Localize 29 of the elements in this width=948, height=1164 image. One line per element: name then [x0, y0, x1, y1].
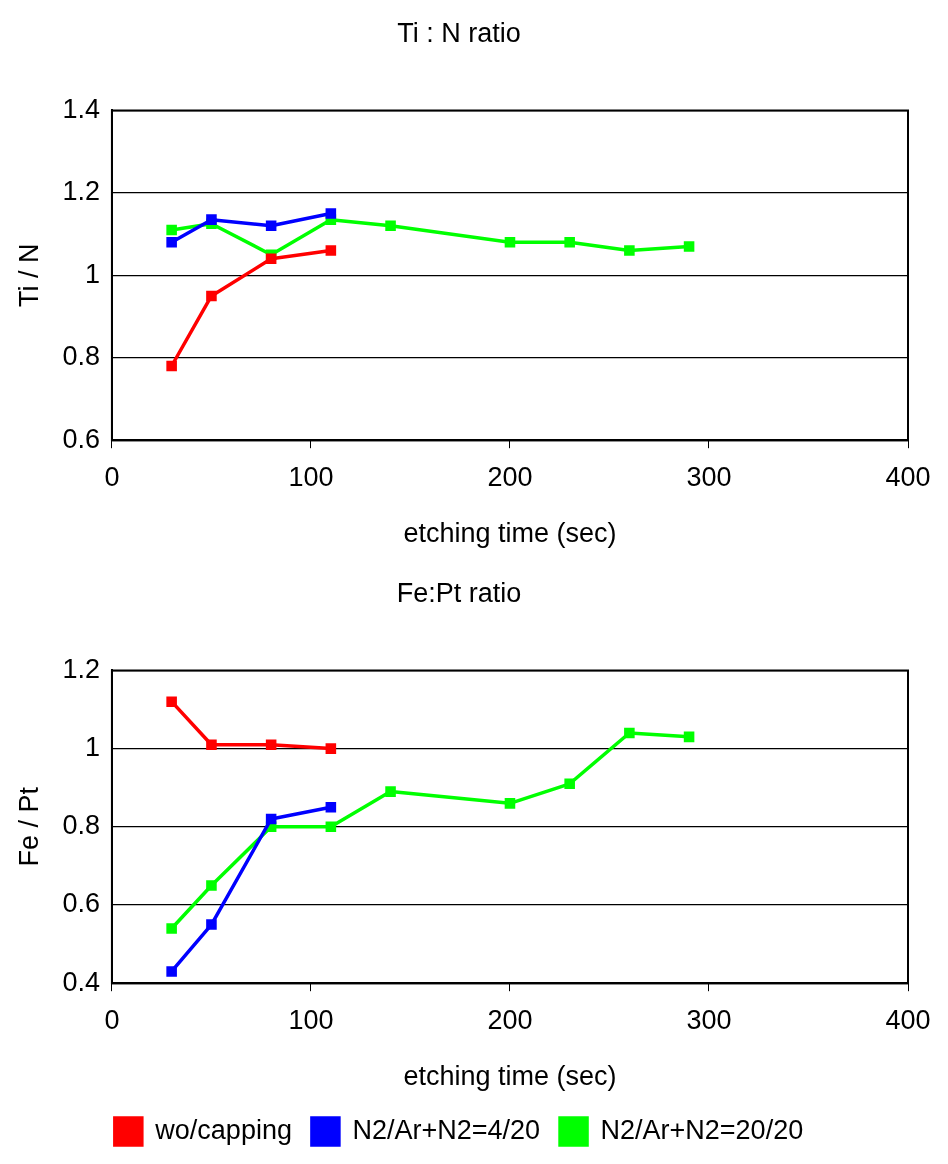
x-tick-label: 200	[487, 461, 533, 492]
y-tick-label: 0.8	[62, 810, 100, 841]
x-tick-label: 100	[288, 461, 334, 492]
x-tick-label: 0	[104, 1004, 120, 1035]
x-axis-title: etching time (sec)	[403, 518, 617, 549]
x-tick-label: 400	[885, 461, 931, 492]
x-axis-title: etching time (sec)	[403, 1061, 617, 1092]
y-tick-label: 0.4	[62, 966, 100, 997]
y-axis-title: Fe / Pt	[13, 786, 44, 867]
x-tick-label: 300	[686, 461, 732, 492]
legend-label: N2/Ar+N2=4/20	[352, 1114, 541, 1145]
y-tick-label: 0.6	[62, 423, 100, 454]
chart-title: Ti : N ratio	[397, 17, 521, 48]
y-tick-label: 1	[84, 732, 100, 763]
legend-label: wo/capping	[154, 1114, 292, 1145]
legend-label: N2/Ar+N2=20/20	[600, 1114, 804, 1145]
x-tick-label: 200	[487, 1004, 533, 1035]
y-axis-title: Ti / N	[13, 243, 44, 308]
y-tick-label: 1	[84, 258, 100, 289]
y-tick-label: 1.4	[62, 93, 100, 124]
x-tick-label: 100	[288, 1004, 334, 1035]
x-tick-label: 400	[885, 1004, 931, 1035]
y-tick-label: 1.2	[62, 176, 100, 207]
x-tick-label: 300	[686, 1004, 732, 1035]
y-tick-label: 0.8	[62, 341, 100, 372]
y-tick-label: 0.6	[62, 888, 100, 919]
y-tick-label: 1.2	[62, 653, 100, 684]
x-tick-label: 0	[104, 461, 120, 492]
chart-title: Fe:Pt ratio	[396, 577, 522, 608]
